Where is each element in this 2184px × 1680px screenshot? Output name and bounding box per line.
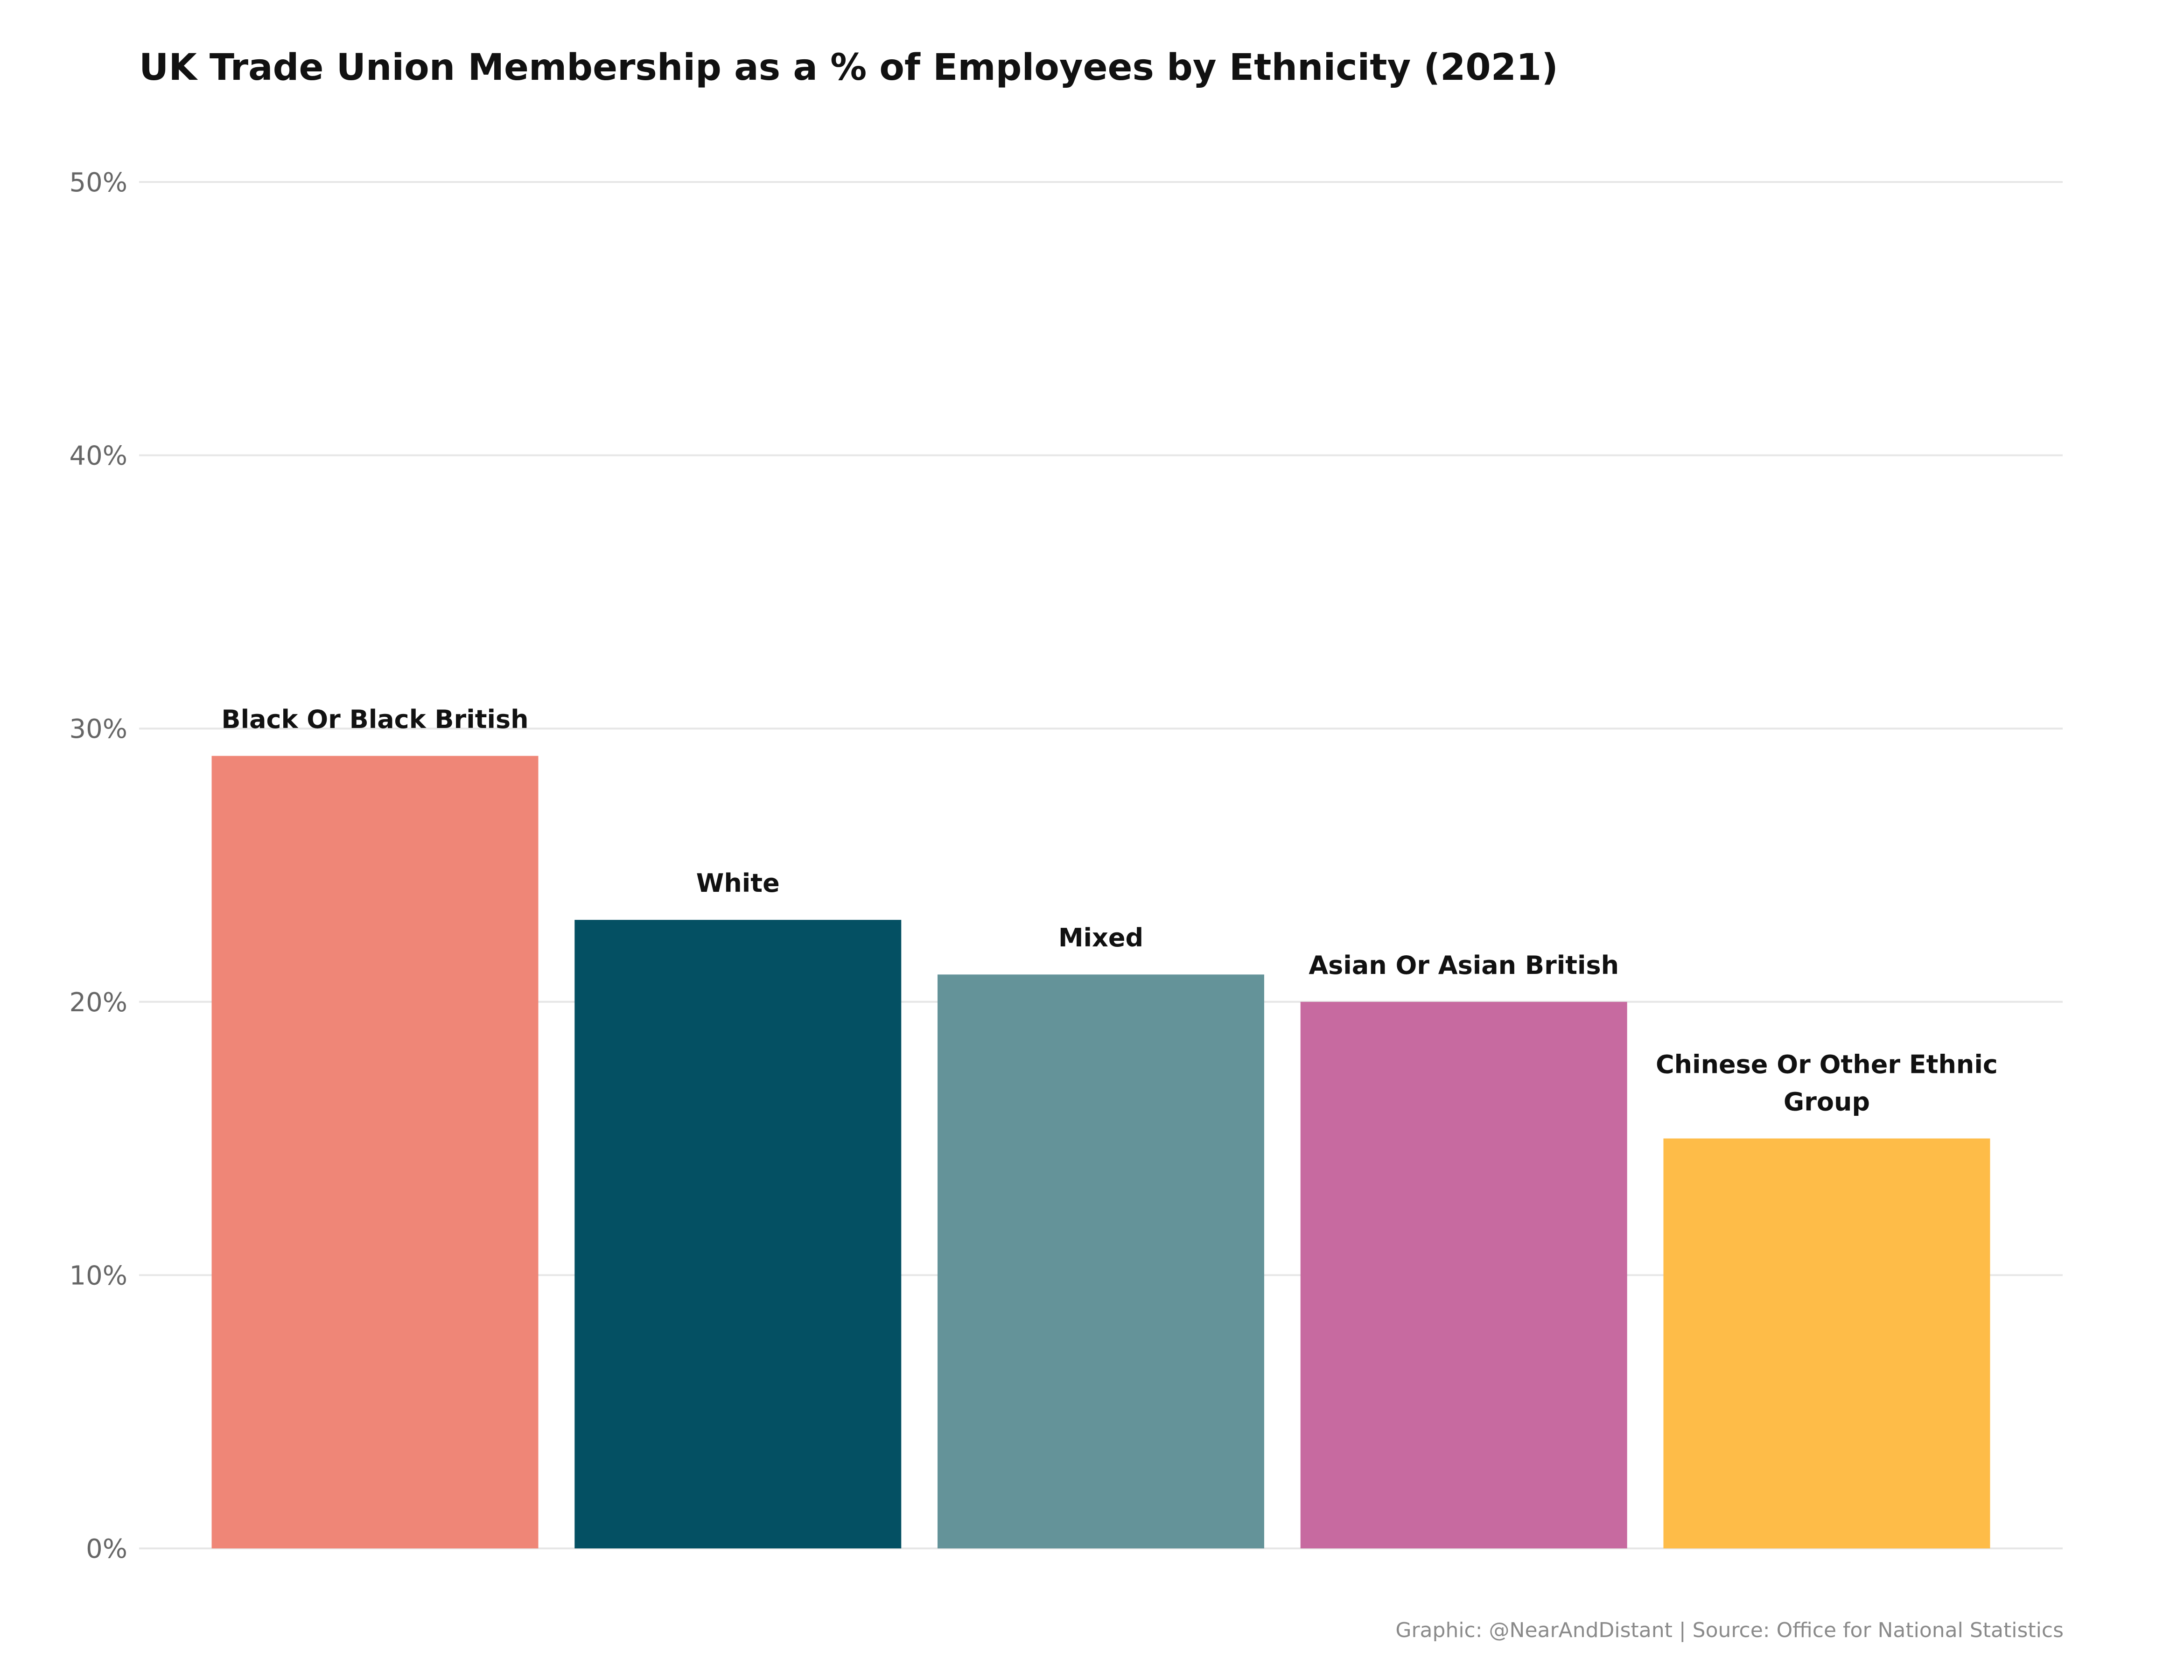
- bar: [1663, 1138, 1990, 1548]
- bar: [1300, 1001, 1627, 1548]
- bar-category-label: Black Or Black British: [221, 705, 528, 734]
- y-tick-label: 10%: [70, 1260, 127, 1291]
- chart-title: UK Trade Union Membership as a % of Empl…: [139, 47, 1558, 89]
- bar-labels: Black Or Black British White Mixed Asian Or…: [221, 705, 1997, 1117]
- bar-category-label: White: [696, 868, 780, 898]
- bar: [211, 756, 539, 1548]
- bar-category-label: Chinese Or Other Ethnic Group: [1656, 1050, 1998, 1117]
- y-axis-ticks: 0% 10% 20% 30% 40% 50%: [70, 168, 127, 1564]
- chart-caption: Graphic: @NearAndDistant | Source: Offic…: [1395, 1618, 2064, 1642]
- y-tick-label: 40%: [70, 441, 127, 471]
- bars: [211, 756, 1990, 1548]
- y-tick-label: 30%: [70, 714, 127, 744]
- bar-category-label: Mixed: [1058, 923, 1143, 952]
- y-tick-label: 50%: [70, 168, 127, 198]
- y-tick-label: 0%: [86, 1534, 127, 1564]
- y-tick-label: 20%: [70, 987, 127, 1018]
- bar: [938, 974, 1264, 1548]
- bar-category-label: Asian Or Asian British: [1309, 951, 1619, 980]
- bar: [574, 920, 902, 1548]
